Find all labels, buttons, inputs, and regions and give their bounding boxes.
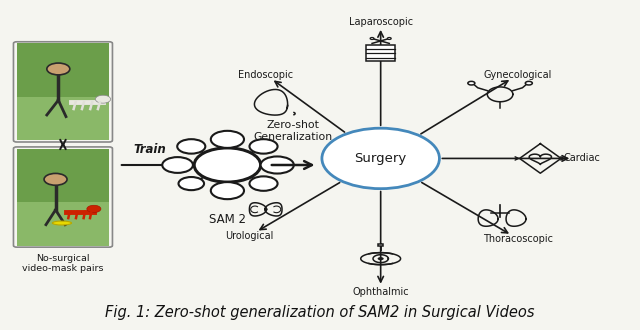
Text: Zero-shot
Generalization: Zero-shot Generalization <box>253 120 333 142</box>
Circle shape <box>211 131 244 148</box>
Text: SAM 2: SAM 2 <box>209 213 246 226</box>
Circle shape <box>468 82 475 85</box>
Circle shape <box>179 177 204 190</box>
Circle shape <box>211 182 244 199</box>
Circle shape <box>163 157 193 173</box>
Text: Cardiac: Cardiac <box>563 153 600 163</box>
Bar <box>366 45 395 61</box>
FancyBboxPatch shape <box>17 44 109 97</box>
Circle shape <box>87 205 101 213</box>
FancyBboxPatch shape <box>17 202 109 246</box>
Text: Train: Train <box>133 143 166 156</box>
Text: Surgery: Surgery <box>355 152 407 165</box>
Text: Urological: Urological <box>225 231 274 241</box>
Circle shape <box>260 156 294 174</box>
Circle shape <box>525 82 532 85</box>
Circle shape <box>250 176 278 191</box>
FancyBboxPatch shape <box>17 97 109 140</box>
Text: Fig. 1: Zero-shot generalization of SAM2 in Surgical Videos: Fig. 1: Zero-shot generalization of SAM2… <box>105 305 535 320</box>
Text: No-surgical
video-mask pairs: No-surgical video-mask pairs <box>22 254 104 273</box>
Text: Ophthalmic: Ophthalmic <box>353 286 409 297</box>
Text: Endoscopic: Endoscopic <box>238 70 293 80</box>
Circle shape <box>95 95 111 103</box>
Bar <box>378 244 383 247</box>
FancyBboxPatch shape <box>17 148 109 202</box>
Ellipse shape <box>52 221 72 225</box>
Circle shape <box>378 257 384 260</box>
Circle shape <box>177 139 205 154</box>
Circle shape <box>322 128 440 189</box>
Circle shape <box>387 38 391 40</box>
Circle shape <box>250 139 278 154</box>
Text: Gynecological: Gynecological <box>484 70 552 80</box>
Text: Thoracoscopic: Thoracoscopic <box>483 234 553 244</box>
Text: Laparoscopic: Laparoscopic <box>349 17 413 27</box>
Circle shape <box>370 38 374 40</box>
Circle shape <box>44 173 67 185</box>
Circle shape <box>47 63 70 75</box>
Circle shape <box>194 148 260 182</box>
